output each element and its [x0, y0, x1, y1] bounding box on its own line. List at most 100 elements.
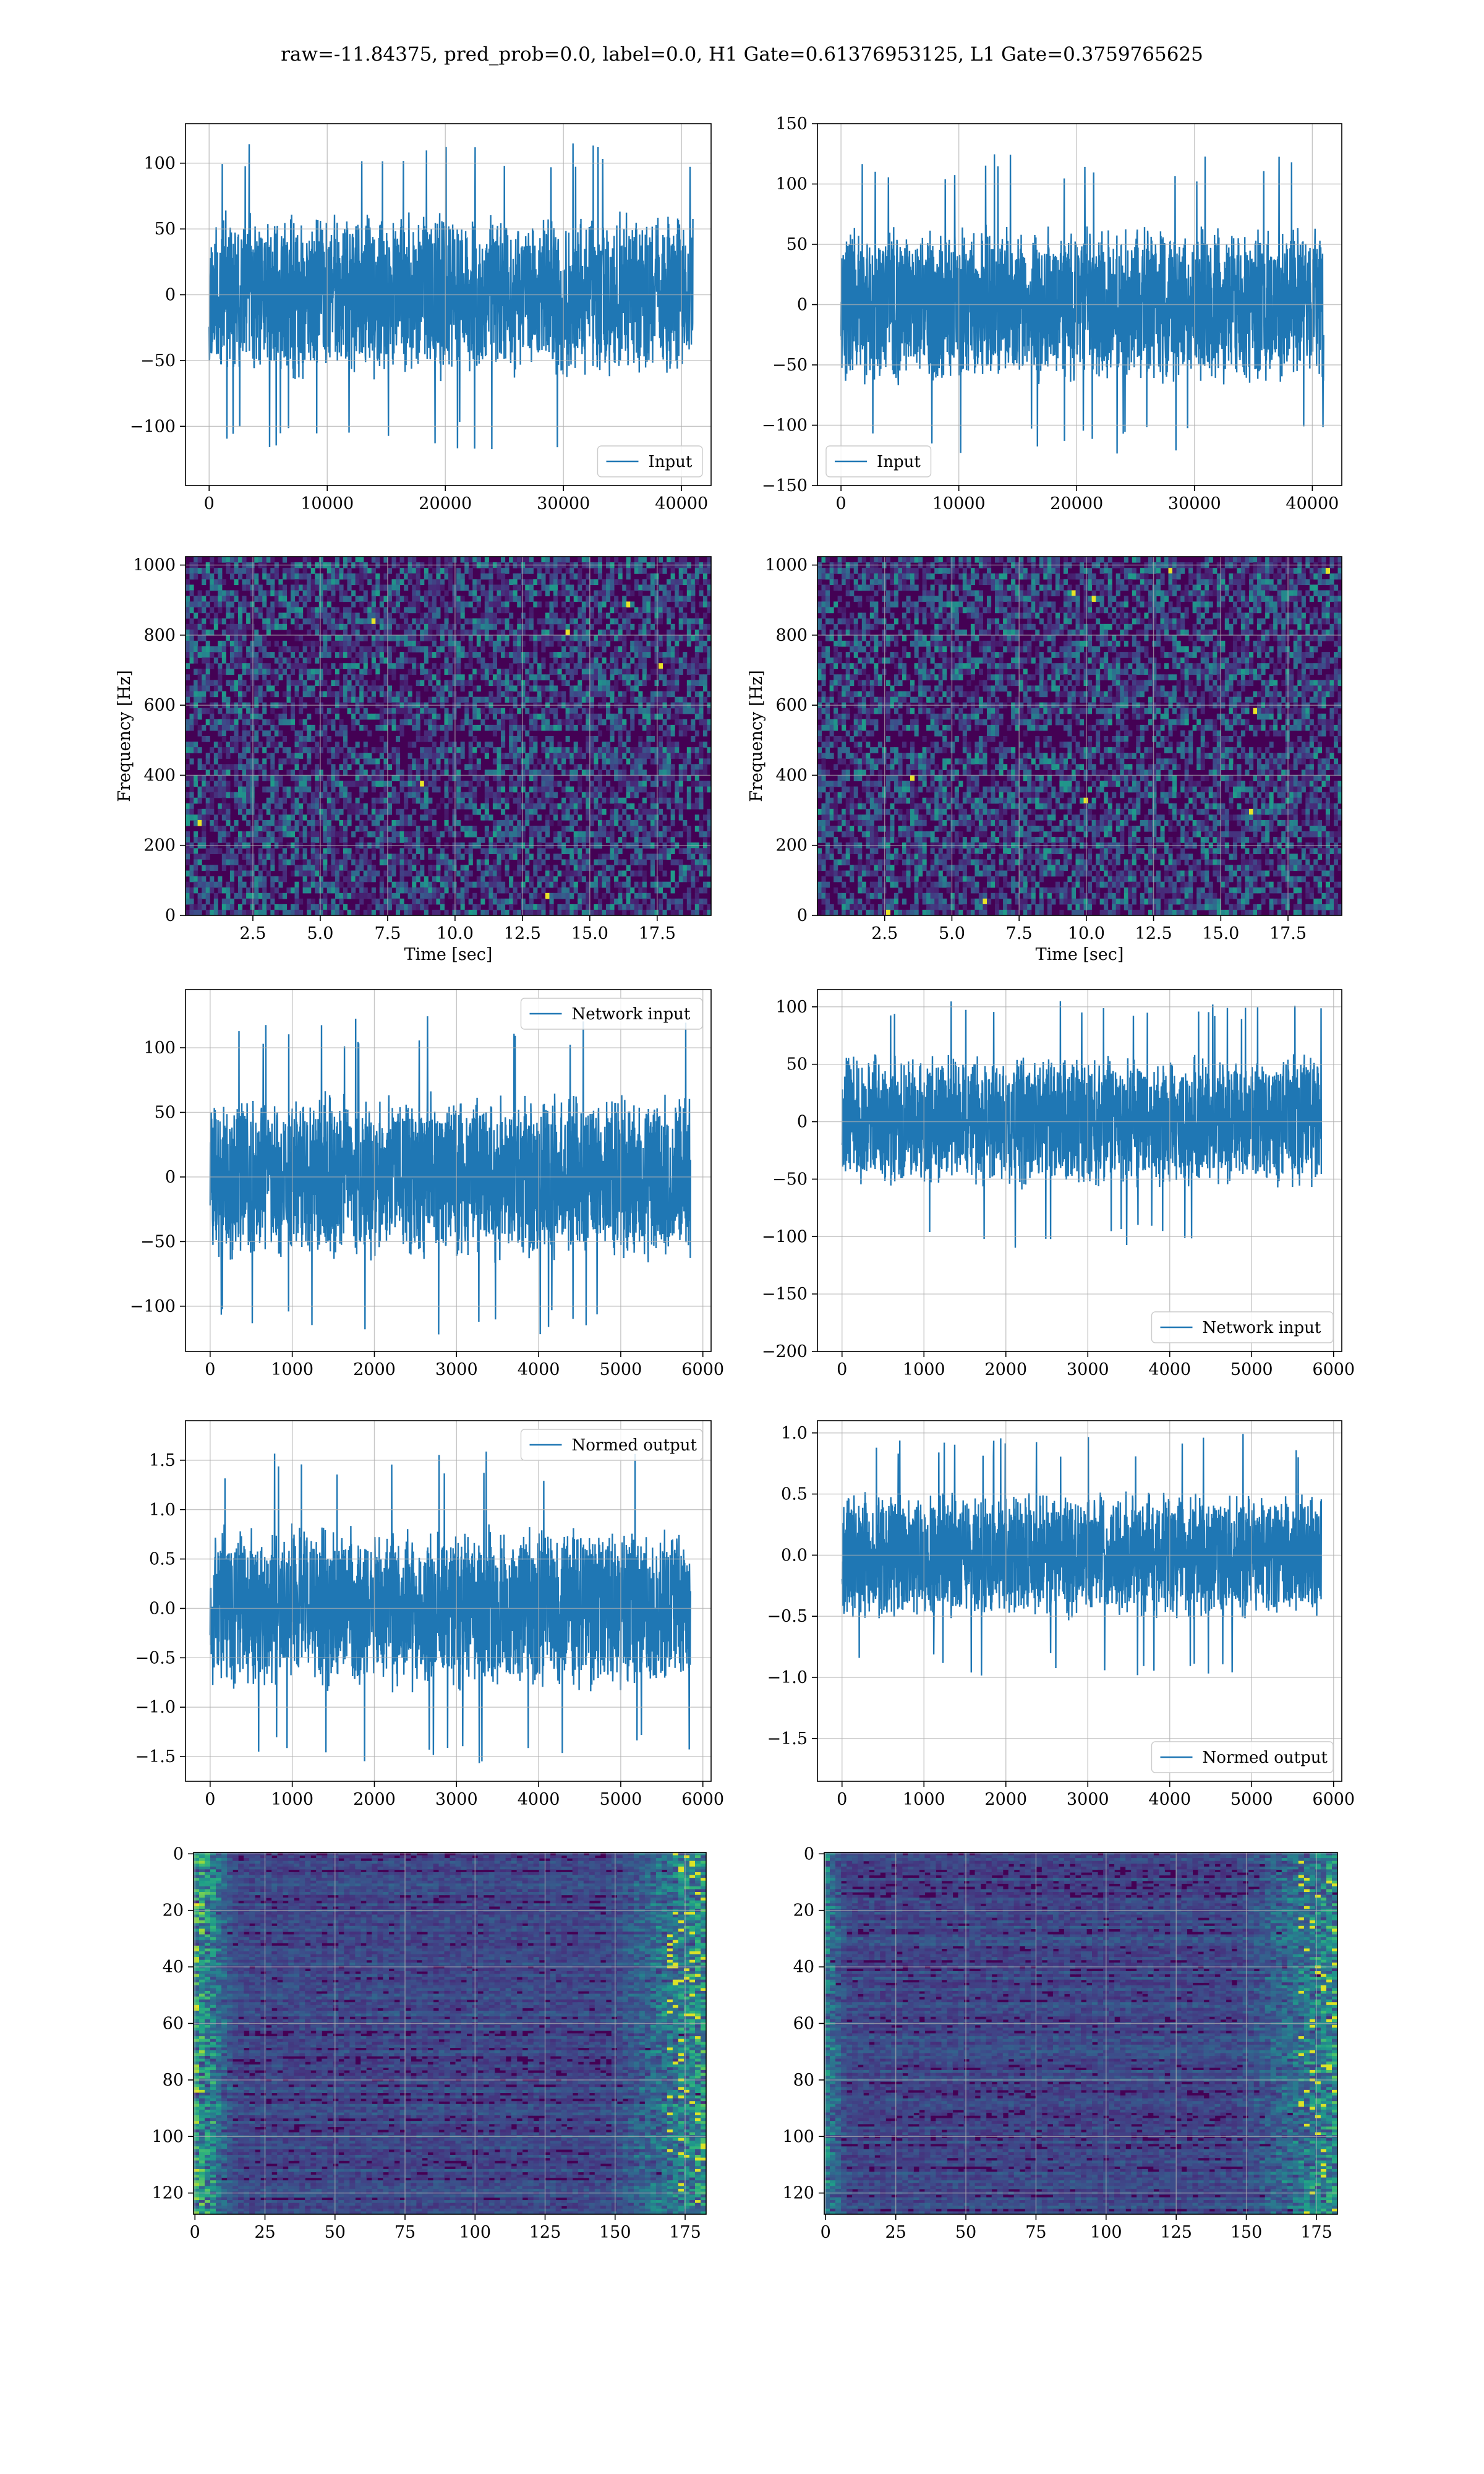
heatmap-cell — [424, 719, 429, 726]
heatmap-cell — [667, 742, 672, 748]
heatmap-cell — [492, 646, 497, 653]
heatmap-cell — [488, 669, 493, 675]
heatmap-cell — [221, 797, 226, 804]
heatmap-cell — [630, 696, 635, 703]
heatmap-cell — [347, 646, 352, 653]
heatmap-cell — [226, 803, 231, 810]
heatmap-cell — [226, 557, 231, 563]
heatmap-cell — [205, 797, 210, 804]
heatmap-cell — [399, 708, 404, 714]
heatmap-cell — [375, 607, 380, 614]
heatmap-cell — [424, 736, 429, 742]
heatmap-cell — [509, 792, 514, 798]
heatmap-cell — [186, 691, 190, 698]
heatmap-cell — [513, 870, 518, 877]
heatmap-cell — [229, 876, 234, 883]
heatmap-cell — [460, 781, 465, 787]
heatmap-cell — [412, 887, 417, 894]
heatmap-cell — [691, 848, 696, 854]
heatmap-cell — [315, 803, 320, 810]
heatmap-cell — [670, 579, 675, 585]
heatmap-cell — [501, 568, 506, 574]
heatmap-cell — [262, 674, 267, 680]
heatmap-cell — [501, 601, 506, 608]
heatmap-cell — [618, 691, 623, 698]
heatmap-cell — [379, 837, 384, 843]
heatmap-cell — [440, 646, 445, 653]
heatmap-cell — [186, 848, 190, 854]
heatmap-cell — [250, 657, 255, 664]
heatmap-cell — [407, 792, 412, 798]
heatmap-cell — [246, 820, 251, 826]
heatmap-cell — [525, 753, 530, 759]
heatmap-cell — [541, 623, 546, 630]
heatmap-cell — [468, 764, 473, 770]
heatmap-cell — [375, 747, 380, 753]
heatmap-cell — [691, 579, 696, 585]
heatmap-cell — [432, 674, 437, 680]
heatmap-cell — [537, 663, 542, 669]
heatmap-cell — [291, 584, 296, 591]
heatmap-cell — [634, 635, 639, 641]
heatmap-cell — [210, 557, 215, 563]
heatmap-cell — [278, 865, 283, 871]
heatmap-cell — [291, 596, 296, 602]
heatmap-cell — [359, 876, 364, 883]
heatmap-cell — [286, 629, 291, 636]
heatmap-cell — [262, 596, 267, 602]
heatmap-cell — [456, 657, 461, 664]
heatmap-cell — [323, 680, 328, 687]
heatmap-cell — [436, 685, 441, 692]
heatmap-cell — [420, 618, 425, 625]
heatmap-cell — [218, 887, 223, 894]
heatmap-cell — [581, 601, 586, 608]
heatmap-cell — [396, 584, 401, 591]
heatmap-cell — [194, 865, 198, 871]
heatmap-cell — [294, 612, 299, 619]
heatmap-cell — [412, 669, 417, 675]
heatmap-cell — [258, 713, 263, 720]
heatmap-cell — [444, 601, 449, 608]
heatmap-cell — [307, 612, 312, 619]
heatmap-cell — [404, 584, 409, 591]
heatmap-cell — [614, 876, 619, 883]
heatmap-cell — [238, 881, 243, 888]
heatmap-cell — [335, 674, 339, 680]
heatmap-cell — [675, 674, 680, 680]
legend-label: Input — [649, 453, 693, 471]
heatmap-cell — [589, 753, 594, 759]
heatmap-cell — [702, 881, 707, 888]
heatmap-cell — [294, 623, 299, 630]
heatmap-cell — [218, 747, 223, 753]
heatmap-cell — [343, 758, 348, 764]
heatmap-cell — [351, 601, 356, 608]
heatmap-cell — [505, 691, 510, 698]
heatmap-cell — [642, 674, 647, 680]
heatmap-cell — [670, 652, 675, 658]
heatmap-cell — [186, 674, 190, 680]
heatmap-cell — [662, 691, 667, 698]
heatmap-cell — [407, 781, 412, 787]
heatmap-cell — [557, 590, 562, 597]
heatmap-cell — [242, 797, 247, 804]
heatmap-cell — [367, 870, 372, 877]
heatmap-cell — [468, 663, 473, 669]
heatmap-cell — [642, 663, 647, 669]
heatmap-cell — [460, 870, 465, 877]
heatmap-cell — [517, 831, 522, 837]
heatmap-cell — [432, 758, 437, 764]
heatmap-cell — [594, 736, 599, 742]
heatmap-cell — [586, 652, 591, 658]
heatmap-cell — [464, 792, 469, 798]
heatmap-cell — [634, 568, 639, 574]
heatmap-cell — [331, 808, 336, 815]
heatmap-cell — [286, 758, 291, 764]
heatmap-cell — [513, 674, 518, 680]
heatmap-cell — [707, 758, 711, 764]
heatmap-cell — [707, 623, 711, 630]
heatmap-cell — [634, 680, 639, 687]
heatmap-cell — [468, 792, 473, 798]
heatmap-cell — [315, 657, 320, 664]
heatmap-cell — [205, 568, 210, 574]
heatmap-cell — [501, 584, 506, 591]
